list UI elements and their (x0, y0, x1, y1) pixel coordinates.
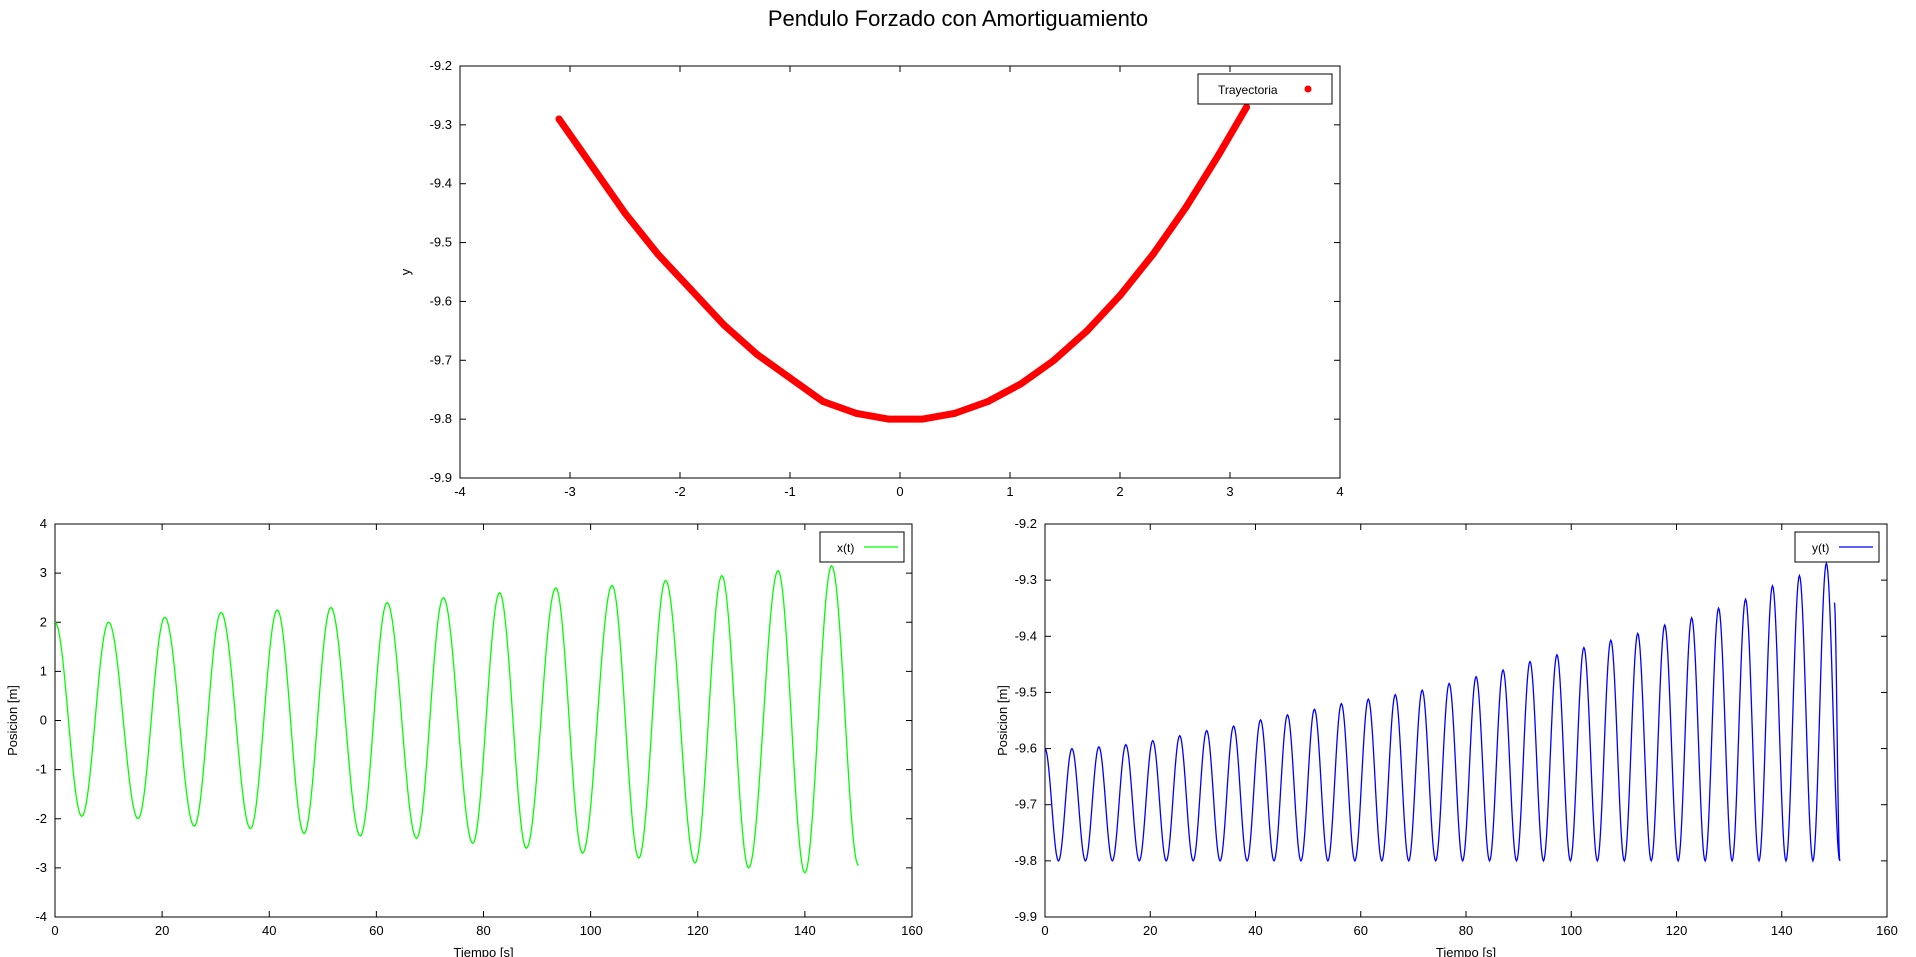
x-tick-label: 120 (1666, 923, 1688, 938)
x-tick-label: 140 (1771, 923, 1793, 938)
series-line-x (54, 564, 859, 874)
trajectory-point (918, 415, 926, 423)
y-tick-label: -9.6 (430, 293, 452, 308)
x-tick-label: 120 (687, 923, 709, 938)
x-tick-label: 60 (1354, 923, 1368, 938)
x-tick-label: 20 (1143, 923, 1157, 938)
y-tick-label: -9.8 (1015, 853, 1037, 868)
x-tick-label: 2 (1116, 484, 1123, 499)
legend-entry: y(t) (1812, 541, 1829, 555)
x-tick-label: 0 (896, 484, 903, 499)
y-tick-label: -9.7 (1015, 797, 1037, 812)
x-tick-label: 160 (901, 923, 923, 938)
trajectory-point (720, 321, 728, 329)
trajectory-point (984, 397, 992, 405)
x-tick-label: 80 (476, 923, 490, 938)
y-tick-label: -9.3 (1015, 572, 1037, 587)
y-tick-label: -9.9 (430, 470, 452, 485)
trajectory-chart: -4 -3 -2 -1 0 1 2 3 4 -9.9 -9.8 -9.7 -9.6 -9.5 -9.4 -9.… (398, 58, 1344, 499)
y-tick-label: -9.6 (1015, 741, 1037, 756)
y-tick-label: -9.8 (430, 411, 452, 426)
y-tick-label: -3 (35, 860, 47, 875)
y-tick-label: -9.7 (430, 352, 452, 367)
y-tick-label: 1 (40, 663, 47, 678)
y-vs-time-chart: 0 20 40 60 80 100 120 140 160 -9.9 -9.8 -9.7 -9.6 -9.… (995, 516, 1898, 957)
trajectory-point (885, 415, 893, 423)
y-tick-label: 3 (40, 565, 47, 580)
x-tick-label: 100 (1560, 923, 1582, 938)
trajectory-point (1149, 250, 1157, 258)
y-tick-label: 0 (40, 713, 47, 728)
y-tick-label: -9.9 (1015, 909, 1037, 924)
trajectory-point (1116, 292, 1124, 300)
trajectory-point (786, 374, 794, 382)
y-tick-label: -9.5 (430, 235, 452, 250)
legend-entry: x(t) (837, 541, 854, 555)
y-tick-label: 4 (40, 516, 47, 531)
trajectory-point (819, 397, 827, 405)
x-tick-label: 40 (1248, 923, 1262, 938)
figure-title: Pendulo Forzado con Amortiguamiento (768, 6, 1148, 31)
trajectory-point (621, 209, 629, 217)
trajectory-point (852, 409, 860, 417)
plot-frame (1044, 523, 1888, 918)
x-tick-label: 100 (580, 923, 602, 938)
trajectory-point (588, 162, 596, 170)
trajectory-point (1215, 150, 1223, 158)
x-tick-label: 1 (1006, 484, 1013, 499)
y-tick-label: -2 (35, 811, 47, 826)
x-tick-label: 160 (1876, 923, 1898, 938)
y-axis-label: y (398, 268, 413, 275)
trajectory-point (1083, 327, 1091, 335)
y-tick-label: -9.2 (1015, 516, 1037, 531)
trajectory-trail (555, 103, 1250, 423)
legend-marker (1304, 85, 1312, 93)
trajectory-point (753, 350, 761, 358)
y-tick-label: -1 (35, 762, 47, 777)
x-tick-label: 20 (155, 923, 169, 938)
x-tick-label: 80 (1459, 923, 1473, 938)
legend-entry: Trayectoria (1218, 83, 1278, 97)
y-tick-label: -4 (35, 909, 47, 924)
x-tick-label: 3 (1226, 484, 1233, 499)
x-vs-time-chart: 0 20 40 60 80 100 120 140 160 -4 -3 -2 -1 0 1 2 3 4 Tiempo… (5, 516, 923, 957)
x-tick-label: 0 (1041, 923, 1048, 938)
trajectory-point (1050, 356, 1058, 364)
trajectory-point (1017, 380, 1025, 388)
x-tick-label: 4 (1336, 484, 1343, 499)
legend: y(t) (1794, 531, 1880, 563)
trajectory-point (687, 286, 695, 294)
y-tick-label: -9.2 (430, 58, 452, 73)
trajectory-point (951, 409, 959, 417)
x-tick-label: 0 (51, 923, 58, 938)
x-tick-label: -1 (784, 484, 796, 499)
y-axis-label: Posicion [m] (5, 685, 20, 756)
x-tick-label: -2 (674, 484, 686, 499)
y-tick-label: -9.4 (430, 176, 452, 191)
x-tick-label: 140 (794, 923, 816, 938)
x-axis-label: Tiempo [s] (453, 945, 513, 957)
trajectory-point (654, 250, 662, 258)
trajectory-point (555, 115, 563, 123)
plot-frame (54, 523, 913, 918)
x-tick-label: -3 (564, 484, 576, 499)
trajectory-point (1182, 203, 1190, 211)
y-tick-label: 2 (40, 614, 47, 629)
x-axis-label: Tiempo [s] (1436, 945, 1496, 957)
y-tick-label: -9.3 (430, 117, 452, 132)
x-tick-label: 60 (369, 923, 383, 938)
x-tick-label: 40 (262, 923, 276, 938)
legend: x(t) (819, 531, 905, 563)
x-tick-label: -4 (454, 484, 466, 499)
series-line-y (1044, 561, 1841, 863)
y-tick-label: -9.5 (1015, 684, 1037, 699)
legend: Trayectoria (1197, 73, 1333, 105)
y-axis-label: Posicion [m] (995, 685, 1010, 756)
trajectory-point (1243, 103, 1250, 111)
y-tick-label: -9.4 (1015, 628, 1037, 643)
